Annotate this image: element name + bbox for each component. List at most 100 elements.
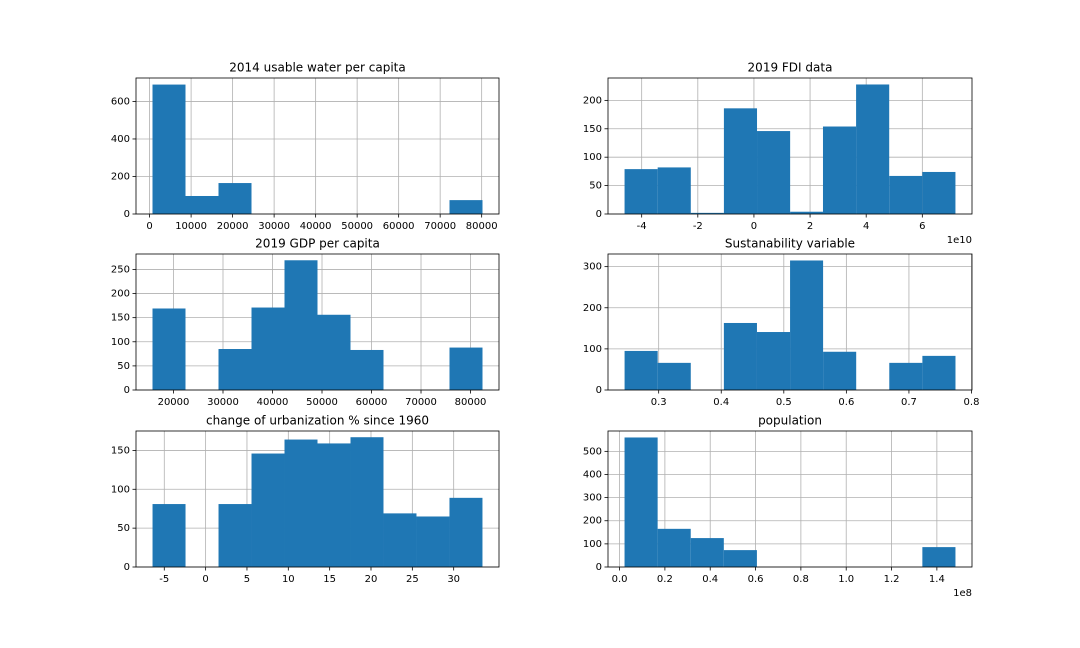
x-tick-label: 1.0 — [838, 574, 854, 585]
histogram-bar — [449, 497, 483, 567]
x-tick-label: 1.4 — [929, 574, 945, 585]
histogram-bar — [657, 528, 691, 567]
axes-frame — [607, 253, 973, 391]
axes-frame — [135, 253, 500, 391]
y-tick-label: 0 — [596, 385, 602, 396]
histogram-bar — [416, 516, 450, 567]
x-tick-label: -2 — [693, 221, 703, 232]
x-tick-label: 25 — [406, 574, 419, 585]
y-tick-label: 100 — [583, 344, 602, 355]
y-tick-label: 0 — [596, 209, 602, 220]
histogram-bar — [624, 169, 658, 214]
histogram-bar — [657, 362, 691, 390]
y-tick-label: 150 — [111, 313, 130, 324]
y-tick-label: 100 — [111, 337, 130, 348]
offset-text: 1e10 — [947, 235, 972, 246]
chart-title: change of urbanization % since 1960 — [206, 414, 429, 428]
y-tick-label: 100 — [583, 539, 602, 550]
chart-title: Sustanability variable — [725, 237, 855, 251]
x-tick-label: 0 — [751, 221, 757, 232]
histogram-bar — [152, 504, 186, 567]
x-tick-label: 1.2 — [884, 574, 900, 585]
x-tick-label: 80000 — [455, 397, 487, 408]
histogram-bar — [383, 513, 417, 567]
x-tick-label: 0.3 — [651, 397, 667, 408]
x-tick-label: 20000 — [217, 221, 249, 232]
x-tick-label: 60000 — [356, 397, 388, 408]
x-tick-label: 0.2 — [657, 574, 673, 585]
x-tick-label: 20000 — [158, 397, 190, 408]
y-tick-label: 150 — [583, 124, 602, 135]
histogram-bar — [856, 84, 890, 214]
x-tick-label: 0.6 — [748, 574, 764, 585]
y-tick-label: 200 — [111, 289, 130, 300]
histogram-bar — [790, 260, 824, 390]
chart-title: population — [758, 414, 822, 428]
histogram-bar — [185, 195, 219, 214]
x-tick-label: 0.7 — [901, 397, 917, 408]
y-tick-label: 0 — [124, 209, 130, 220]
histogram-bar — [449, 347, 483, 390]
chart-title: 2014 usable water per capita — [229, 61, 405, 75]
x-tick-label: 0.5 — [776, 397, 792, 408]
histogram-bar — [756, 332, 791, 390]
x-tick-label: 10 — [282, 574, 295, 585]
x-tick-label: 0.0 — [612, 574, 628, 585]
axes-frame — [135, 77, 500, 215]
x-tick-label: 70000 — [424, 221, 456, 232]
x-tick-label: 15 — [323, 574, 336, 585]
plot-area — [136, 78, 499, 214]
x-tick-label: 70000 — [405, 397, 437, 408]
x-tick-label: 50000 — [306, 397, 338, 408]
axes-frame — [607, 430, 973, 568]
x-tick-label: 0.4 — [713, 397, 729, 408]
y-tick-label: 200 — [583, 95, 602, 106]
x-tick-label: 4 — [863, 221, 869, 232]
y-tick-label: 250 — [111, 264, 130, 275]
y-tick-label: 200 — [583, 516, 602, 527]
histogram-bar — [350, 437, 384, 567]
histogram-bar — [449, 200, 483, 214]
histogram-bar — [757, 131, 791, 214]
histogram-bar — [218, 349, 252, 390]
x-tick-label: -4 — [637, 221, 647, 232]
y-tick-label: 300 — [583, 493, 602, 504]
histogram-bar — [657, 167, 691, 214]
x-tick-label: 30000 — [258, 221, 290, 232]
histogram-bar — [350, 349, 384, 390]
x-tick-label: 40000 — [300, 221, 332, 232]
histogram-bar — [251, 307, 285, 390]
y-tick-label: 100 — [583, 152, 602, 163]
axes-frame — [607, 77, 973, 215]
y-tick-label: 400 — [583, 469, 602, 480]
histogram-bar — [152, 308, 186, 390]
y-tick-label: 0 — [124, 385, 130, 396]
x-tick-label: 80000 — [466, 221, 498, 232]
x-tick-label: 0.4 — [702, 574, 718, 585]
x-tick-label: 0 — [146, 221, 152, 232]
y-tick-label: 200 — [583, 303, 602, 314]
y-tick-label: 100 — [111, 484, 130, 495]
x-tick-label: 60000 — [383, 221, 415, 232]
x-tick-label: 5 — [244, 574, 250, 585]
axes-frame — [135, 430, 500, 568]
histogram-bar — [690, 538, 724, 567]
histogram-bar — [317, 314, 351, 390]
y-tick-label: 0 — [124, 562, 130, 573]
y-tick-label: 400 — [111, 134, 130, 145]
y-tick-label: 200 — [111, 171, 130, 182]
histogram-bar — [723, 550, 757, 567]
histogram-bar — [690, 212, 724, 214]
chart-title: 2019 FDI data — [748, 61, 833, 75]
x-tick-label: 30 — [447, 574, 460, 585]
y-tick-label: 50 — [589, 181, 602, 192]
x-tick-label: 0.6 — [838, 397, 854, 408]
y-tick-label: 0 — [596, 562, 602, 573]
histogram-bar — [317, 443, 351, 567]
x-tick-label: 50000 — [341, 221, 373, 232]
x-tick-label: -5 — [159, 574, 169, 585]
histogram-bar — [218, 504, 252, 567]
offset-text: 1e8 — [953, 588, 972, 599]
x-tick-label: 0.8 — [964, 397, 980, 408]
